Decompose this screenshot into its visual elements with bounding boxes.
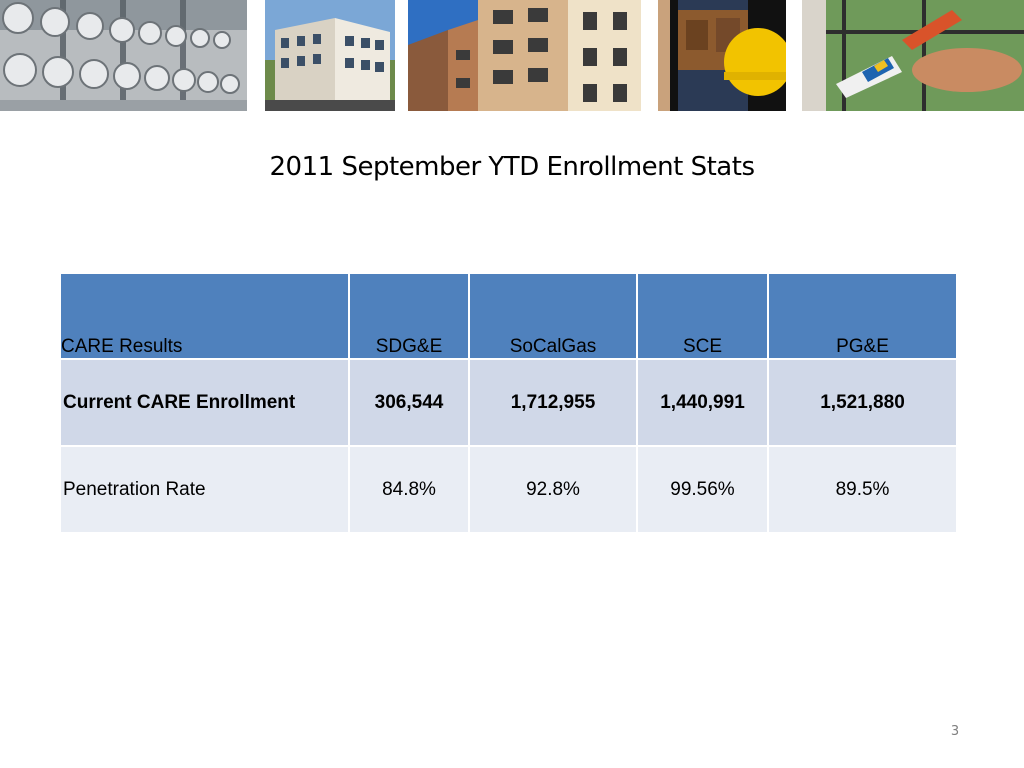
cell-socalgas-penetration: 92.8%: [468, 445, 638, 534]
cell-pge-penetration: 89.5%: [767, 445, 958, 534]
apartment-balconies-photo: [408, 0, 641, 111]
cell-sce-enrollment: 1,440,991: [636, 358, 769, 447]
cell-sdge-penetration: 84.8%: [348, 445, 470, 534]
cell-sdge-enrollment: 306,544: [348, 358, 470, 447]
photo-strip: [0, 0, 1024, 112]
apartment-building-photo: [265, 0, 395, 111]
cell-sce-penetration: 99.56%: [636, 445, 769, 534]
tool-belt-worker-photo: [658, 0, 786, 111]
header-socalgas: SoCalGas: [468, 272, 638, 360]
header-sdge: SDG&E: [348, 272, 470, 360]
slide-title: 2011 September YTD Enrollment Stats: [269, 152, 755, 182]
header-care-results: CARE Results: [59, 272, 350, 360]
header-sce: SCE: [636, 272, 769, 360]
row-label-enrollment: Current CARE Enrollment: [59, 358, 350, 447]
cell-pge-enrollment: 1,521,880: [767, 358, 958, 447]
page-number: 3: [950, 724, 960, 739]
table-row: Penetration Rate 84.8% 92.8% 99.56% 89.5…: [59, 445, 958, 534]
table-header-row: CARE Results SDG&E SoCalGas SCE PG&E: [59, 272, 958, 360]
gas-meters-photo: [0, 0, 247, 111]
row-label-penetration: Penetration Rate: [59, 445, 350, 534]
caulking-gun-photo: [802, 0, 1024, 111]
table-row: Current CARE Enrollment 306,544 1,712,95…: [59, 358, 958, 447]
header-pge: PG&E: [767, 272, 958, 360]
care-results-table: CARE Results SDG&E SoCalGas SCE PG&E Cur…: [59, 272, 958, 534]
cell-socalgas-enrollment: 1,712,955: [468, 358, 638, 447]
